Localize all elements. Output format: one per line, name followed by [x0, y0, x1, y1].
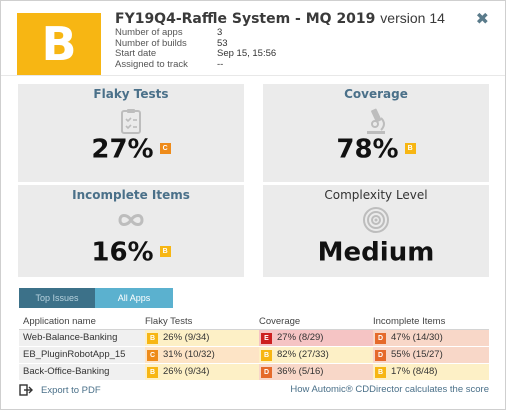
app-name[interactable]: Web-Balance-Banking	[23, 332, 118, 343]
table-row[interactable]: EB_PluginRobotApp_15 C 31% (10/32) B 82%…	[19, 347, 489, 364]
incomplete-cell: D 47% (14/30)	[373, 330, 489, 346]
complexity-tile[interactable]: Complexity Level Medium	[263, 185, 489, 277]
tile-title: Coverage	[344, 87, 408, 101]
grade-badge: B	[147, 332, 158, 344]
target-icon	[363, 207, 389, 233]
close-icon[interactable]: ✖	[475, 11, 489, 28]
complexity-level: Medium	[317, 237, 435, 268]
column-header-incomplete[interactable]: Incomplete Items	[373, 316, 446, 327]
tab-all-apps[interactable]: All Apps	[95, 288, 173, 308]
tile-value: 27% C	[18, 134, 244, 165]
tab-top-issues[interactable]: Top Issues	[19, 288, 95, 308]
grade-badge: B	[261, 349, 272, 361]
flaky-value: 31% (10/32)	[163, 349, 215, 360]
flaky-cell: C 31% (10/32)	[145, 347, 259, 363]
coverage-cell: B 82% (27/33)	[259, 347, 373, 363]
grade-badge: D	[261, 366, 272, 378]
table-row[interactable]: Back-Office-Banking B 26% (9/34) D 36% (…	[19, 364, 489, 381]
table-row[interactable]: Web-Balance-Banking B 26% (9/34) E 27% (…	[19, 330, 489, 347]
coverage-cell: E 27% (8/29)	[259, 330, 373, 346]
export-pdf-link[interactable]: Export to PDF	[19, 384, 101, 396]
meta-row: Number of builds 53	[115, 37, 276, 50]
dialog-title: FY19Q4-Raffle System - MQ 2019 version 1…	[115, 10, 445, 27]
meta-value: Sep 15, 15:56	[217, 48, 277, 59]
clipboard-check-icon	[121, 109, 141, 134]
coverage-value: 82% (27/33)	[277, 349, 329, 360]
incomplete-cell: B 17% (8/48)	[373, 364, 489, 380]
grade-badge: C	[147, 349, 158, 361]
incomplete-cell: D 55% (15/27)	[373, 347, 489, 363]
table-header: Application name Flaky Tests Coverage In…	[19, 315, 489, 330]
column-header-flaky[interactable]: Flaky Tests	[145, 316, 193, 327]
grade-badge: B	[404, 143, 416, 154]
export-label[interactable]: Export to PDF	[41, 384, 101, 396]
flaky-tests-tile[interactable]: Flaky Tests 27% C	[18, 84, 244, 182]
meta-key: Number of builds	[115, 37, 187, 49]
flaky-value: 26% (9/34)	[163, 366, 210, 377]
tile-title: Flaky Tests	[93, 87, 169, 101]
apps-table: Application name Flaky Tests Coverage In…	[19, 315, 489, 381]
meta-value: 53	[217, 37, 228, 49]
meta-key: Number of apps	[115, 27, 183, 38]
app-tabs: Top Issues All Apps	[19, 288, 173, 308]
coverage-value: 36% (5/16)	[277, 366, 324, 377]
tile-value: 16% B	[18, 237, 244, 268]
coverage-cell: D 36% (5/16)	[259, 364, 373, 380]
tile-value: Medium	[263, 237, 489, 268]
incomplete-value: 17% (8/48)	[391, 366, 438, 377]
coverage-percent: 78%	[336, 134, 399, 165]
incomplete-value: 55% (15/27)	[391, 349, 443, 360]
tile-title: Complexity Level	[324, 188, 428, 202]
release-meta: Number of apps 3 Number of builds 53 Sta…	[115, 27, 277, 71]
flaky-cell: B 26% (9/34)	[145, 330, 259, 346]
score-help-link[interactable]: How Automic® CDDirector calculates the s…	[290, 384, 489, 395]
incomplete-value: 47% (14/30)	[391, 332, 443, 343]
grade-badge: B	[159, 246, 171, 257]
infinity-icon	[118, 214, 144, 226]
grade-badge: C	[159, 143, 171, 154]
grade-badge: E	[261, 332, 272, 344]
meta-value: 3	[217, 27, 223, 38]
meta-row: Assigned to track --	[115, 58, 276, 71]
tile-title: Incomplete Items	[72, 188, 190, 202]
coverage-value: 27% (8/29)	[277, 332, 324, 343]
meta-row: Number of apps 3	[115, 27, 276, 39]
app-name[interactable]: Back-Office-Banking	[23, 366, 110, 377]
version-label: version 14	[380, 10, 445, 26]
column-header-name[interactable]: Application name	[23, 316, 96, 327]
tile-value: 78% B	[263, 134, 489, 165]
flaky-percent: 27%	[91, 134, 154, 165]
grade-badge: B	[147, 366, 158, 378]
overall-grade-badge: B	[17, 13, 101, 76]
incomplete-percent: 16%	[91, 237, 154, 268]
release-name: FY19Q4-Raffle System - MQ 2019	[115, 11, 376, 27]
microscope-icon	[367, 108, 385, 134]
meta-key: Assigned to track	[115, 58, 188, 70]
flaky-value: 26% (9/34)	[163, 332, 210, 343]
meta-value: --	[217, 58, 224, 70]
meta-row: Start date Sep 15, 15:56	[115, 48, 277, 60]
grade-badge: B	[375, 366, 386, 378]
flaky-cell: B 26% (9/34)	[145, 364, 259, 380]
coverage-tile[interactable]: Coverage 78% B	[263, 84, 489, 182]
app-name[interactable]: EB_PluginRobotApp_15	[23, 349, 126, 360]
column-header-coverage[interactable]: Coverage	[259, 316, 301, 327]
grade-badge: D	[375, 332, 386, 344]
incomplete-items-tile[interactable]: Incomplete Items 16% B	[18, 185, 244, 277]
meta-key: Start date	[115, 48, 157, 59]
header-divider	[1, 75, 505, 76]
grade-badge: D	[375, 349, 386, 361]
export-icon	[19, 384, 33, 396]
